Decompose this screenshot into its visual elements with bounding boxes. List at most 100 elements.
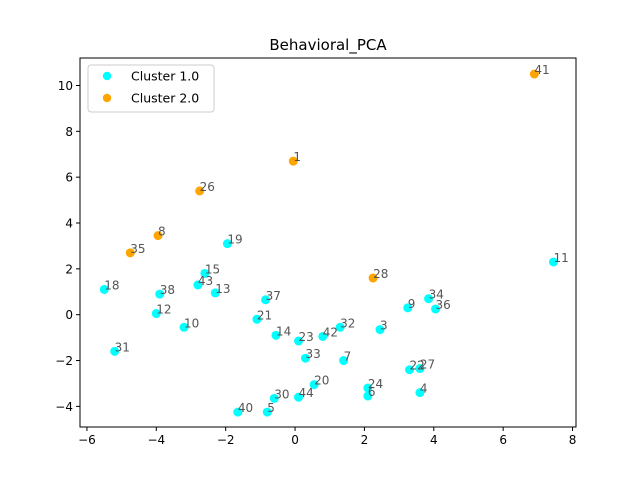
point-label: 5 <box>267 401 275 415</box>
data-point-cluster-1 <box>222 239 232 249</box>
chart-title: Behavioral_PCA <box>269 36 387 55</box>
legend-label-cluster-2: Cluster 2.0 <box>131 91 199 106</box>
point-label: 13 <box>215 282 230 296</box>
data-point-cluster-1 <box>269 393 279 403</box>
data-point-cluster-1 <box>339 356 349 366</box>
point-label: 8 <box>158 225 166 239</box>
data-point-cluster-1 <box>179 322 189 332</box>
data-point-cluster-1 <box>210 288 220 298</box>
point-label: 20 <box>314 374 329 388</box>
legend-marker-cluster-1 <box>102 71 112 81</box>
data-point-cluster-2 <box>529 69 539 79</box>
data-point-cluster-1 <box>261 295 271 305</box>
data-point-cluster-1 <box>99 284 109 294</box>
point-label: 4 <box>420 382 428 396</box>
x-tick-label: 2 <box>361 433 369 447</box>
data-point-cluster-1 <box>415 388 425 398</box>
data-point-cluster-1 <box>431 304 441 314</box>
legend-marker-cluster-2 <box>102 93 112 103</box>
point-label: 1 <box>293 150 301 164</box>
point-label: 24 <box>368 377 383 391</box>
point-label: 21 <box>257 308 272 322</box>
point-label: 23 <box>299 330 314 344</box>
data-point-cluster-1 <box>155 289 165 299</box>
y-tick-label: 10 <box>58 79 73 93</box>
point-label: 22 <box>410 359 425 373</box>
point-label: 33 <box>305 347 320 361</box>
data-point-cluster-1 <box>110 346 120 356</box>
point-label: 6 <box>368 385 376 399</box>
data-point-cluster-1 <box>309 380 319 390</box>
data-point-cluster-1 <box>375 325 385 335</box>
point-label: 40 <box>238 401 253 415</box>
plot-frame <box>79 57 577 428</box>
data-point-cluster-1 <box>271 330 281 340</box>
x-tick-label: −2 <box>217 433 235 447</box>
point-label: 38 <box>160 283 175 297</box>
data-point-cluster-1 <box>363 391 373 401</box>
data-point-cluster-1 <box>405 365 415 375</box>
point-label: 31 <box>115 340 130 354</box>
y-tick-label: 4 <box>65 217 73 231</box>
point-label: 36 <box>436 298 451 312</box>
data-point-cluster-1 <box>252 314 262 324</box>
point-label: 7 <box>344 350 352 364</box>
data-point-cluster-1 <box>300 353 310 363</box>
x-tick-label: 4 <box>430 433 438 447</box>
data-point-cluster-1 <box>403 303 413 313</box>
point-label: 44 <box>299 386 314 400</box>
point-label: 18 <box>104 278 119 292</box>
data-point-cluster-1 <box>335 322 345 332</box>
points-layer <box>99 69 558 417</box>
point-label: 15 <box>205 262 220 276</box>
point-label: 30 <box>274 387 289 401</box>
point-label: 12 <box>156 303 171 317</box>
data-point-cluster-1 <box>318 331 328 341</box>
point-label: 28 <box>373 267 388 281</box>
data-point-cluster-1 <box>415 364 425 374</box>
data-point-cluster-1 <box>424 294 434 304</box>
legend-box <box>87 64 215 113</box>
y-tick-label: −2 <box>55 354 73 368</box>
data-point-cluster-2 <box>153 231 163 241</box>
data-point-cluster-2 <box>195 186 205 196</box>
x-axis: −6 −4 −2 0 2 4 6 8 <box>78 427 576 447</box>
point-label: 35 <box>130 242 145 256</box>
x-tick-label: 6 <box>499 433 507 447</box>
point-label: 43 <box>198 274 213 288</box>
x-tick-label: 0 <box>291 433 299 447</box>
data-point-cluster-1 <box>262 407 272 417</box>
y-tick-label: 6 <box>65 171 73 185</box>
data-point-cluster-1 <box>294 336 304 346</box>
y-tick-label: −4 <box>55 400 73 414</box>
data-point-cluster-1 <box>294 392 304 402</box>
legend-label-cluster-1: Cluster 1.0 <box>131 69 199 84</box>
data-point-cluster-2 <box>288 156 298 166</box>
data-point-cluster-2 <box>368 273 378 283</box>
data-point-cluster-2 <box>125 248 135 258</box>
point-label: 32 <box>340 316 355 330</box>
point-label: 42 <box>323 325 338 339</box>
point-label: 14 <box>276 324 291 338</box>
x-tick-label: 8 <box>569 433 577 447</box>
data-point-cluster-1 <box>200 268 210 278</box>
x-tick-label: −4 <box>147 433 165 447</box>
data-point-cluster-1 <box>151 309 161 319</box>
point-label: 19 <box>227 233 242 247</box>
point-label: 34 <box>429 288 444 302</box>
data-point-cluster-1 <box>363 383 373 393</box>
point-label: 26 <box>200 180 215 194</box>
data-point-cluster-1 <box>548 257 558 267</box>
point-label: 3 <box>380 319 388 333</box>
point-label: 37 <box>266 289 281 303</box>
y-tick-label: 2 <box>65 262 73 276</box>
data-point-cluster-1 <box>233 407 243 417</box>
x-tick-label: −6 <box>78 433 96 447</box>
point-label: 27 <box>420 358 435 372</box>
data-point-cluster-1 <box>193 280 203 290</box>
legend: Cluster 1.0 Cluster 2.0 <box>87 64 215 113</box>
y-tick-label: 0 <box>65 308 73 322</box>
y-tick-label: 8 <box>65 125 73 139</box>
